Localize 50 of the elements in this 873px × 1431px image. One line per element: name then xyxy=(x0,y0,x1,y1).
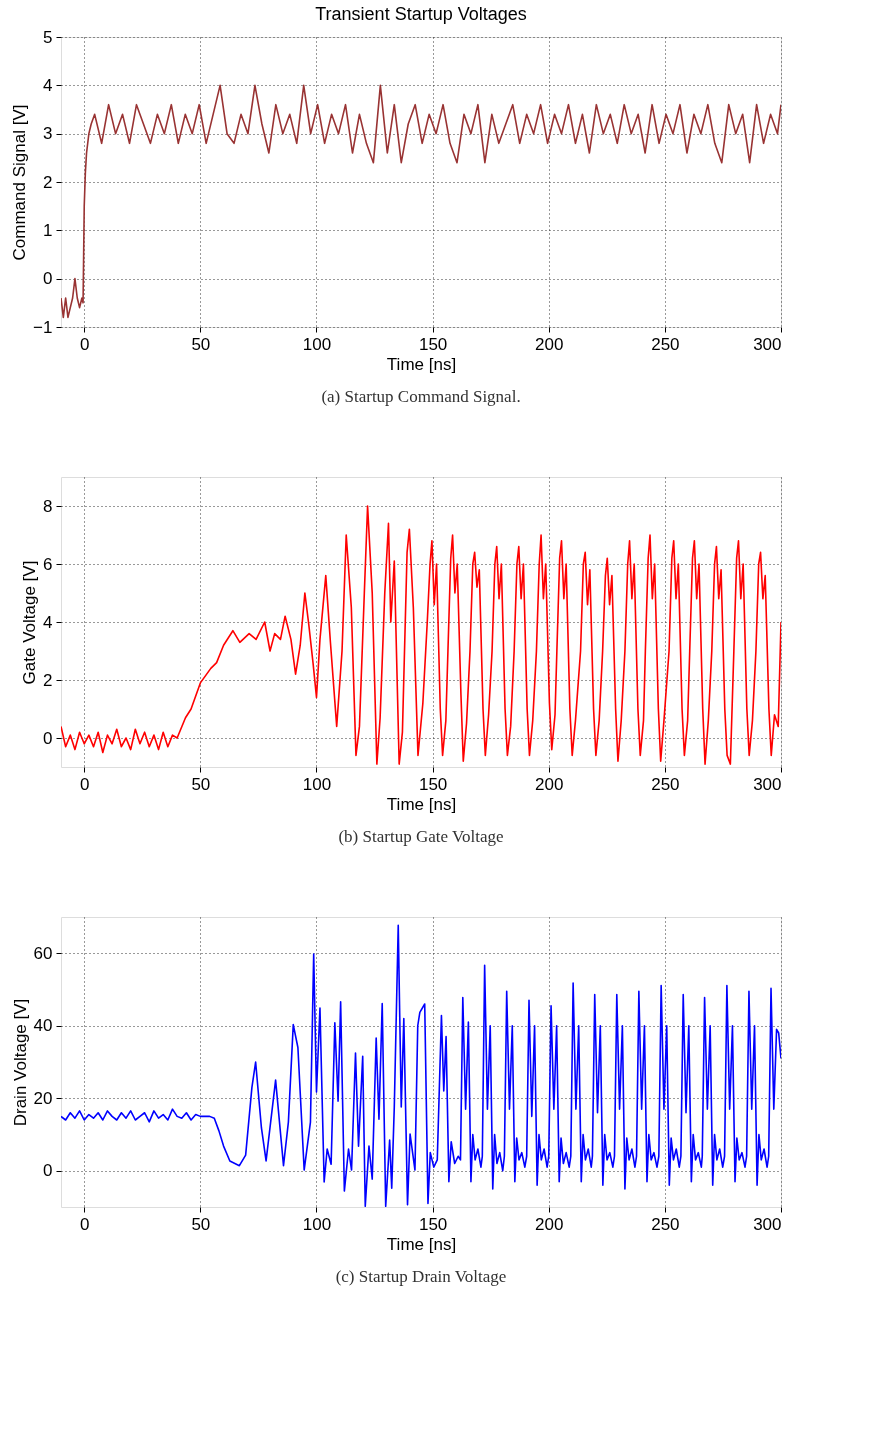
y-tick-label: 4 xyxy=(43,612,53,632)
x-tick-label: 300 xyxy=(753,774,782,794)
x-tick-label: 50 xyxy=(191,1214,211,1234)
y-tick-label: 0 xyxy=(43,1161,53,1181)
x-tick-label: 200 xyxy=(535,774,564,794)
text: (c) Startup Drain Voltage xyxy=(335,1267,507,1286)
x-tick-label: 100 xyxy=(302,774,332,794)
y-tick-label: −1 xyxy=(33,317,53,337)
x-tick-label: 100 xyxy=(302,334,332,354)
x-tick-label: 0 xyxy=(79,334,90,354)
y-axis-title: Command Signal [V] xyxy=(10,104,30,261)
line-series xyxy=(61,505,781,765)
x-axis-title: Time [ns] xyxy=(386,354,457,374)
x-tick-label: 50 xyxy=(191,334,211,354)
y-axis-title: Drain Voltage [V] xyxy=(10,998,30,1127)
y-tick-label: 2 xyxy=(43,670,53,690)
x-tick-label: 150 xyxy=(418,334,448,354)
y-axis-title: Gate Voltage [V] xyxy=(20,560,40,685)
y-tick-label: 8 xyxy=(43,496,53,516)
x-tick-label: 150 xyxy=(418,774,448,794)
y-tick-label: 1 xyxy=(43,220,53,240)
x-tick-label: 0 xyxy=(79,1214,90,1234)
chart-title: Transient Startup Voltages xyxy=(315,4,527,24)
x-tick-label: 250 xyxy=(651,1214,680,1234)
x-axis-title: Time [ns] xyxy=(386,1234,457,1254)
x-tick-label: 200 xyxy=(535,1214,564,1234)
text: (b) Startup Gate Voltage xyxy=(338,827,504,846)
x-tick-label: 200 xyxy=(535,334,564,354)
y-tick-label: 6 xyxy=(43,554,53,574)
y-tick-label: 60 xyxy=(33,943,53,963)
y-tick-label: 4 xyxy=(43,75,53,95)
line-series xyxy=(61,924,781,1207)
x-axis-title: Time [ns] xyxy=(386,794,457,814)
text: (a) Startup Command Signal. xyxy=(321,387,521,406)
x-tick-label: 300 xyxy=(753,1214,782,1234)
y-tick-label: 2 xyxy=(43,172,53,192)
x-tick-label: 250 xyxy=(651,774,680,794)
x-tick-label: 250 xyxy=(651,334,680,354)
x-tick-label: 150 xyxy=(418,1214,448,1234)
x-tick-label: 50 xyxy=(191,774,211,794)
y-tick-label: 5 xyxy=(43,27,53,47)
y-tick-label: 0 xyxy=(43,269,53,289)
x-tick-label: 0 xyxy=(79,774,90,794)
y-tick-label: 20 xyxy=(33,1088,53,1108)
y-tick-label: 40 xyxy=(33,1016,53,1036)
line-series xyxy=(61,84,781,319)
x-tick-label: 300 xyxy=(753,334,782,354)
y-tick-label: 3 xyxy=(43,124,53,144)
y-tick-label: 0 xyxy=(43,728,53,748)
x-tick-label: 100 xyxy=(302,1214,332,1234)
